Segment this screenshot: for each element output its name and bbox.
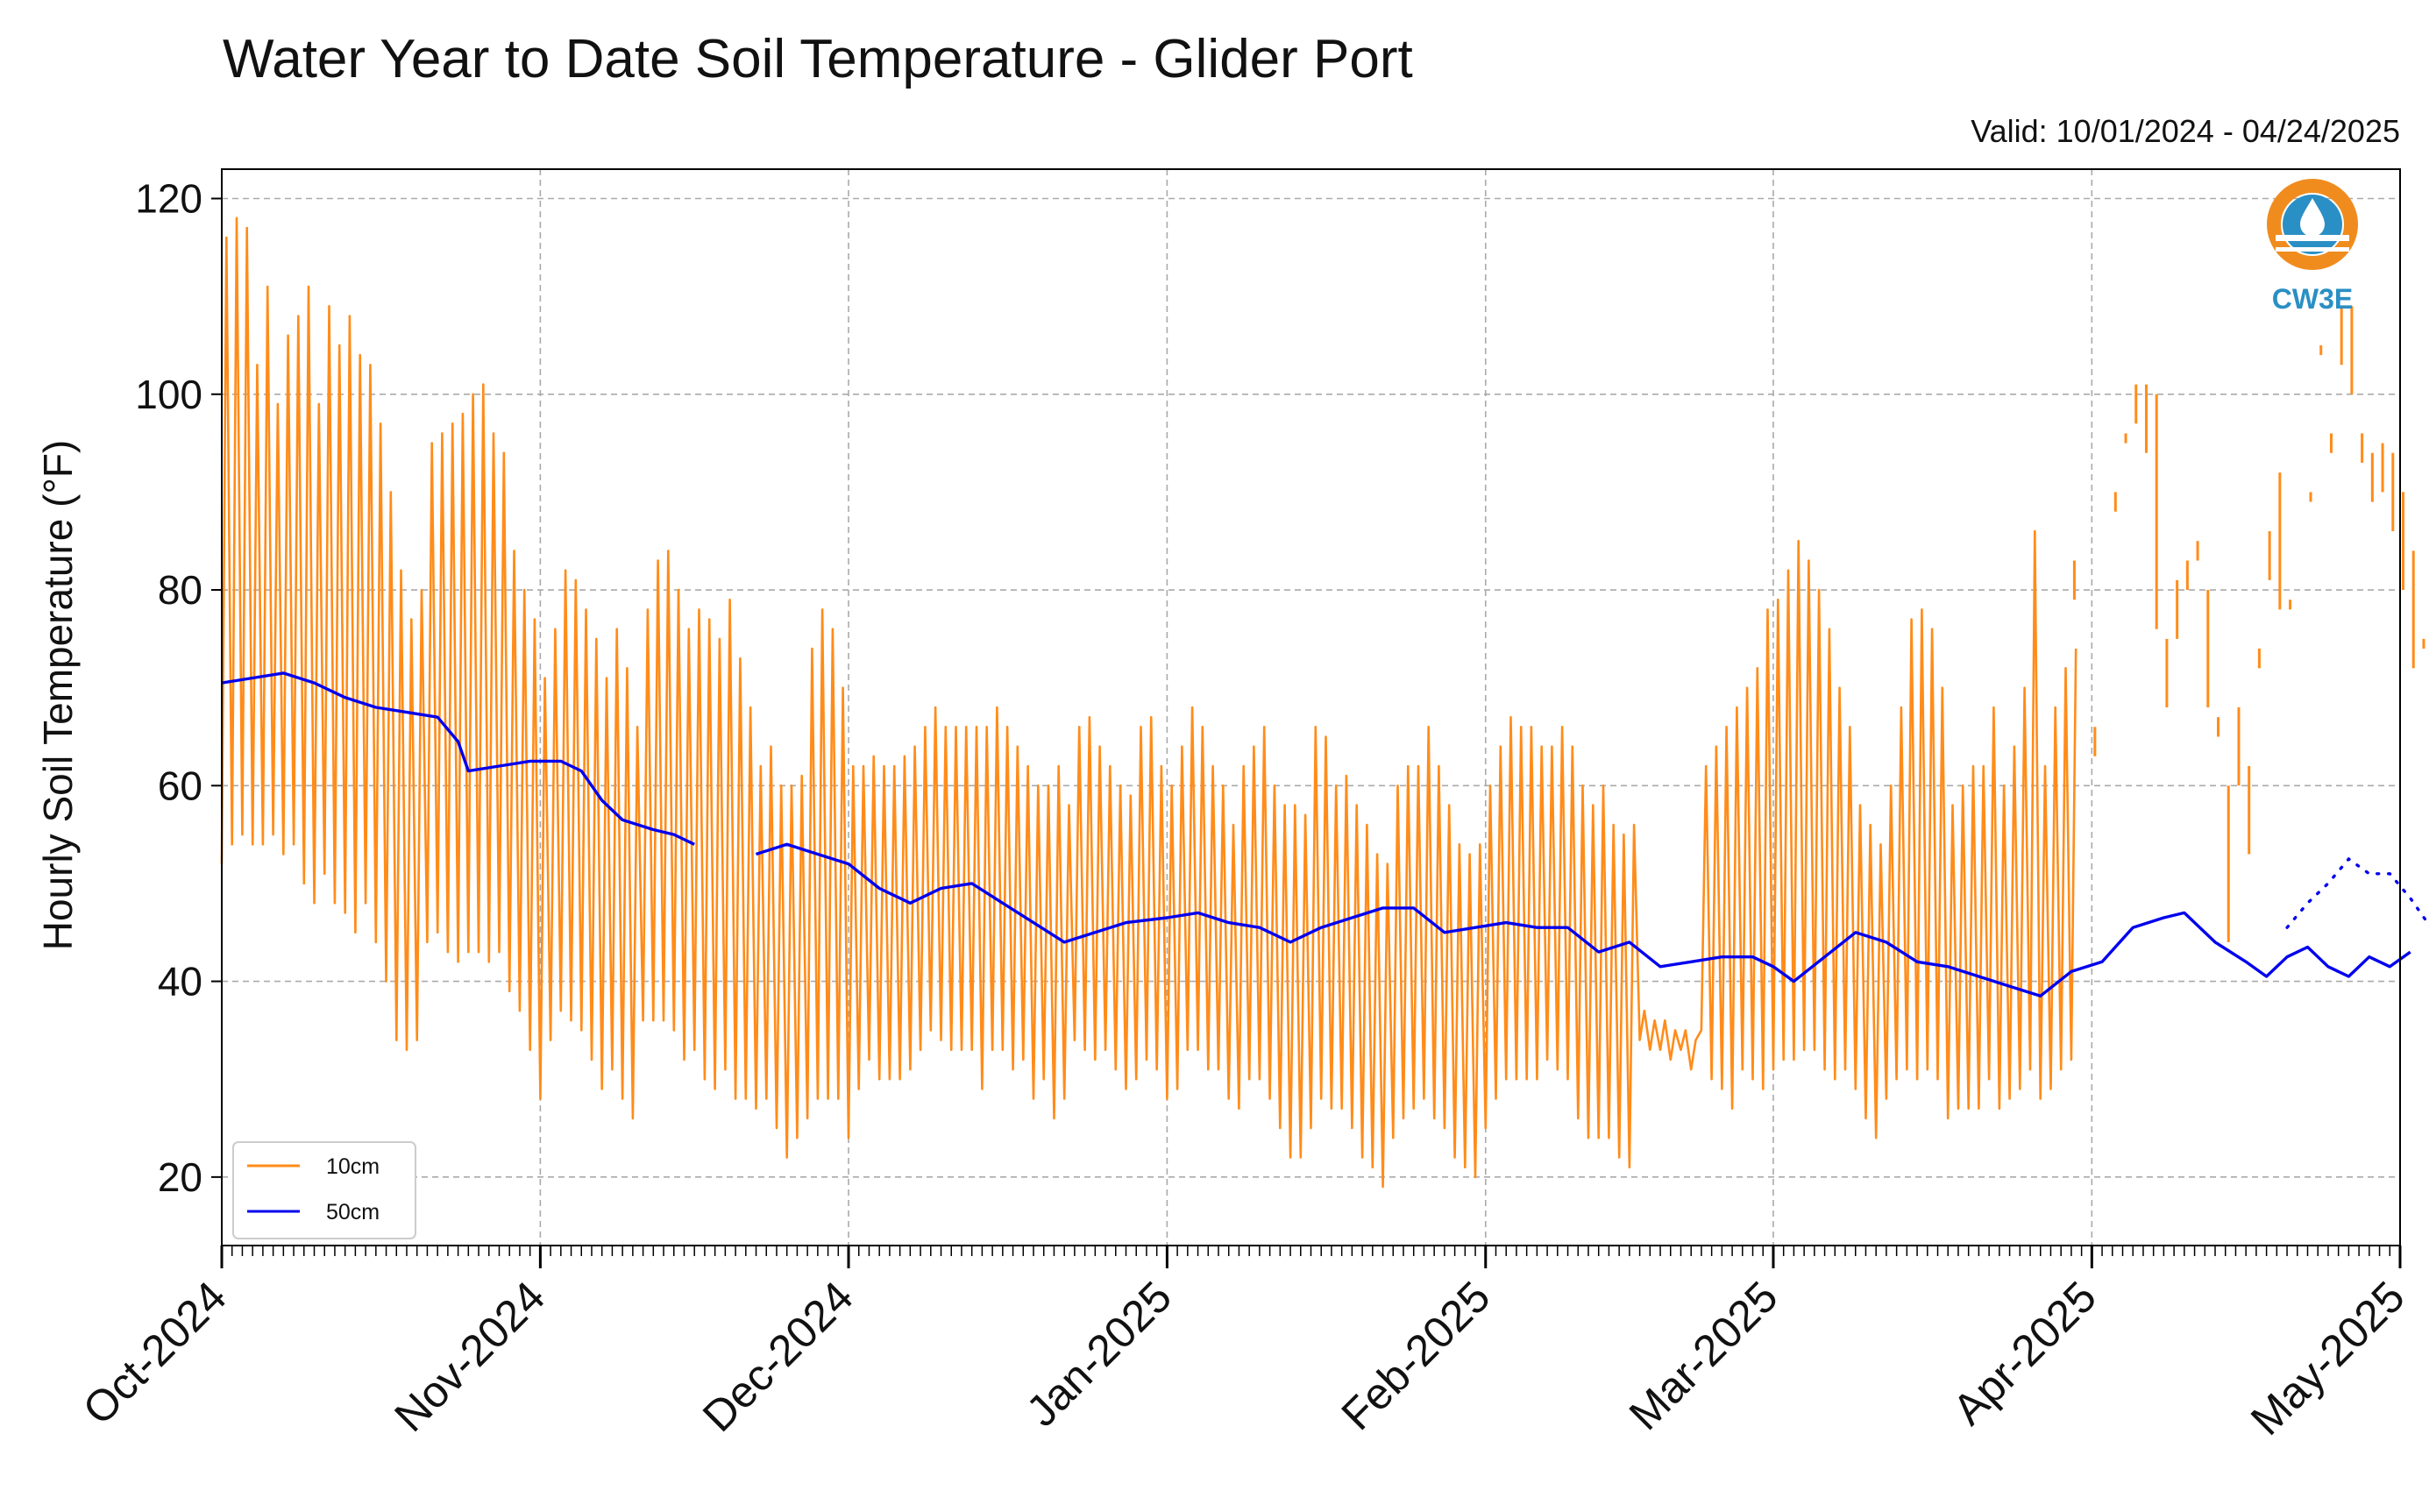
x-tick-label: Oct-2024 (74, 1272, 236, 1434)
line-50cm-segment-2 (755, 842, 2411, 997)
logo-ring-icon (2267, 179, 2358, 270)
y-tick-label: 80 (158, 567, 202, 613)
logo-drop-icon (2300, 198, 2325, 237)
legend-box (232, 1141, 416, 1239)
y-tick-label: 40 (158, 959, 202, 1004)
x-tick-label: Apr-2025 (1943, 1272, 2106, 1434)
valid-date-range: Valid: 10/01/2024 - 04/24/2025 (1971, 113, 2400, 149)
logo-wave-icon (2276, 235, 2349, 241)
x-tick-label: May-2025 (2241, 1272, 2414, 1445)
series-10cm (220, 217, 2425, 1189)
y-tick-label: 60 (158, 763, 202, 808)
x-tick-label: Dec-2024 (693, 1272, 863, 1441)
chart-title: Water Year to Date Soil Temperature - Gl… (223, 29, 1413, 89)
logo-wave2-icon (2276, 247, 2349, 252)
y-tick-label: 100 (135, 372, 202, 417)
legend-label-10cm: 10cm (326, 1154, 380, 1179)
x-tick-label: Mar-2025 (1620, 1272, 1787, 1439)
line-50cm-dotted (2285, 856, 2429, 929)
y-axis-label: Hourly Soil Temperature (°F) (35, 440, 81, 951)
x-tick-label: Nov-2024 (385, 1272, 554, 1441)
line-50cm-segment-1 (221, 671, 695, 846)
x-tick-label: Feb-2025 (1332, 1272, 1500, 1439)
cw3e-logo: CW3E (2267, 179, 2358, 315)
logo-text: CW3E (2272, 283, 2353, 315)
series-50cm (221, 671, 2429, 997)
y-tick-label: 20 (158, 1154, 202, 1200)
y-tick-label: 120 (135, 175, 202, 221)
legend-label-50cm: 50cm (326, 1200, 380, 1225)
legend: 10cm 50cm (232, 1141, 416, 1239)
line-10cm (220, 217, 2077, 1189)
x-tick-label: Jan-2025 (1017, 1272, 1181, 1436)
